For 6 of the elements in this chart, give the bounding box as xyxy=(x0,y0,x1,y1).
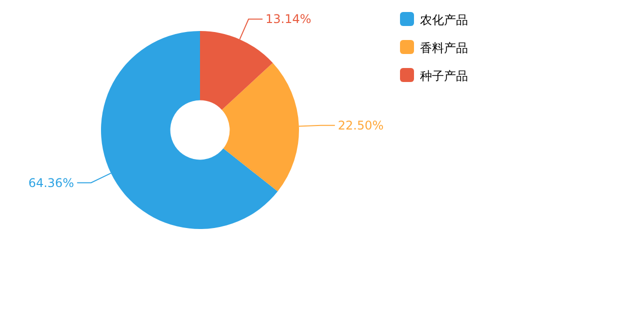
data-label: 13.14% xyxy=(266,12,312,26)
data-label: 22.50% xyxy=(338,118,384,132)
data-label: 64.36% xyxy=(28,176,74,190)
legend-label: 香料产品 xyxy=(420,41,468,55)
legend-label: 农化产品 xyxy=(420,13,468,27)
legend-label: 种子产品 xyxy=(420,69,468,83)
